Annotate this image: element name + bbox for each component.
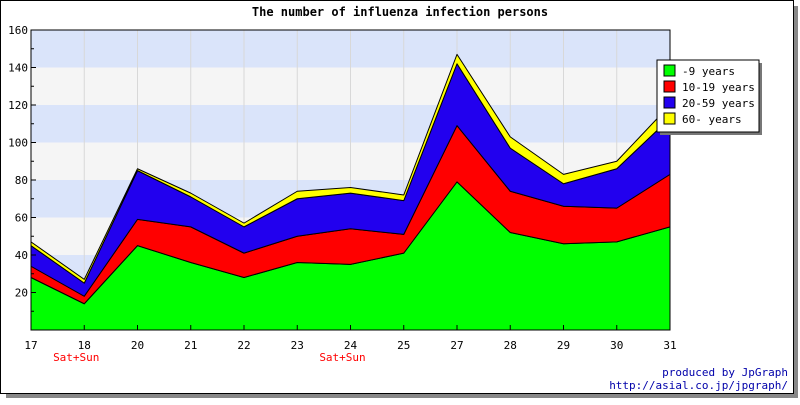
legend-swatch [663,112,676,125]
legend-swatch [663,80,676,93]
legend-swatch [663,96,676,109]
x-tick-label: 27 [450,339,463,352]
x-tick-label: 24 [344,339,358,352]
legend: -9 years 10-19 years 20-59 years 60- years [656,59,762,135]
x-tick-label: 23 [291,339,304,352]
category-note: Sat+Sun [319,351,365,364]
credit-text: produced by JpGraph [662,366,788,379]
y-tick-label: 20 [15,287,28,300]
legend-label: 60- years [682,113,742,126]
legend-label: 10-19 years [682,81,755,94]
y-tick-label: 120 [8,99,28,112]
category-note: Sat+Sun [53,351,99,364]
x-tick-label: 18 [78,339,91,352]
chart-title: The number of influenza infection person… [252,5,548,19]
legend-label: -9 years [682,65,735,78]
x-tick-label: 31 [663,339,676,352]
y-axis: 20 40 60 80 100 120 140 160 [8,24,36,330]
credit-url[interactable]: http://asial.co.jp/jpgraph/ [609,379,788,392]
x-tick-label: 29 [557,339,570,352]
x-tick-label: 28 [504,339,517,352]
legend-label: 20-59 years [682,97,755,110]
y-tick-label: 60 [15,212,28,225]
x-tick-label: 21 [184,339,197,352]
y-tick-label: 80 [15,174,28,187]
x-tick-label: 25 [397,339,410,352]
x-tick-label: 22 [237,339,250,352]
y-tick-label: 160 [8,24,28,37]
x-tick-label: 20 [131,339,144,352]
y-tick-label: 40 [15,249,28,262]
x-axis: 17 18 20 21 22 23 24 25 27 28 29 30 31 [24,325,677,352]
y-tick-label: 140 [8,62,28,75]
x-tick-label: 17 [24,339,37,352]
legend-swatch [663,64,676,77]
category-notes: Sat+Sun Sat+Sun [53,351,366,364]
y-tick-label: 100 [8,137,28,150]
x-tick-label: 30 [610,339,623,352]
